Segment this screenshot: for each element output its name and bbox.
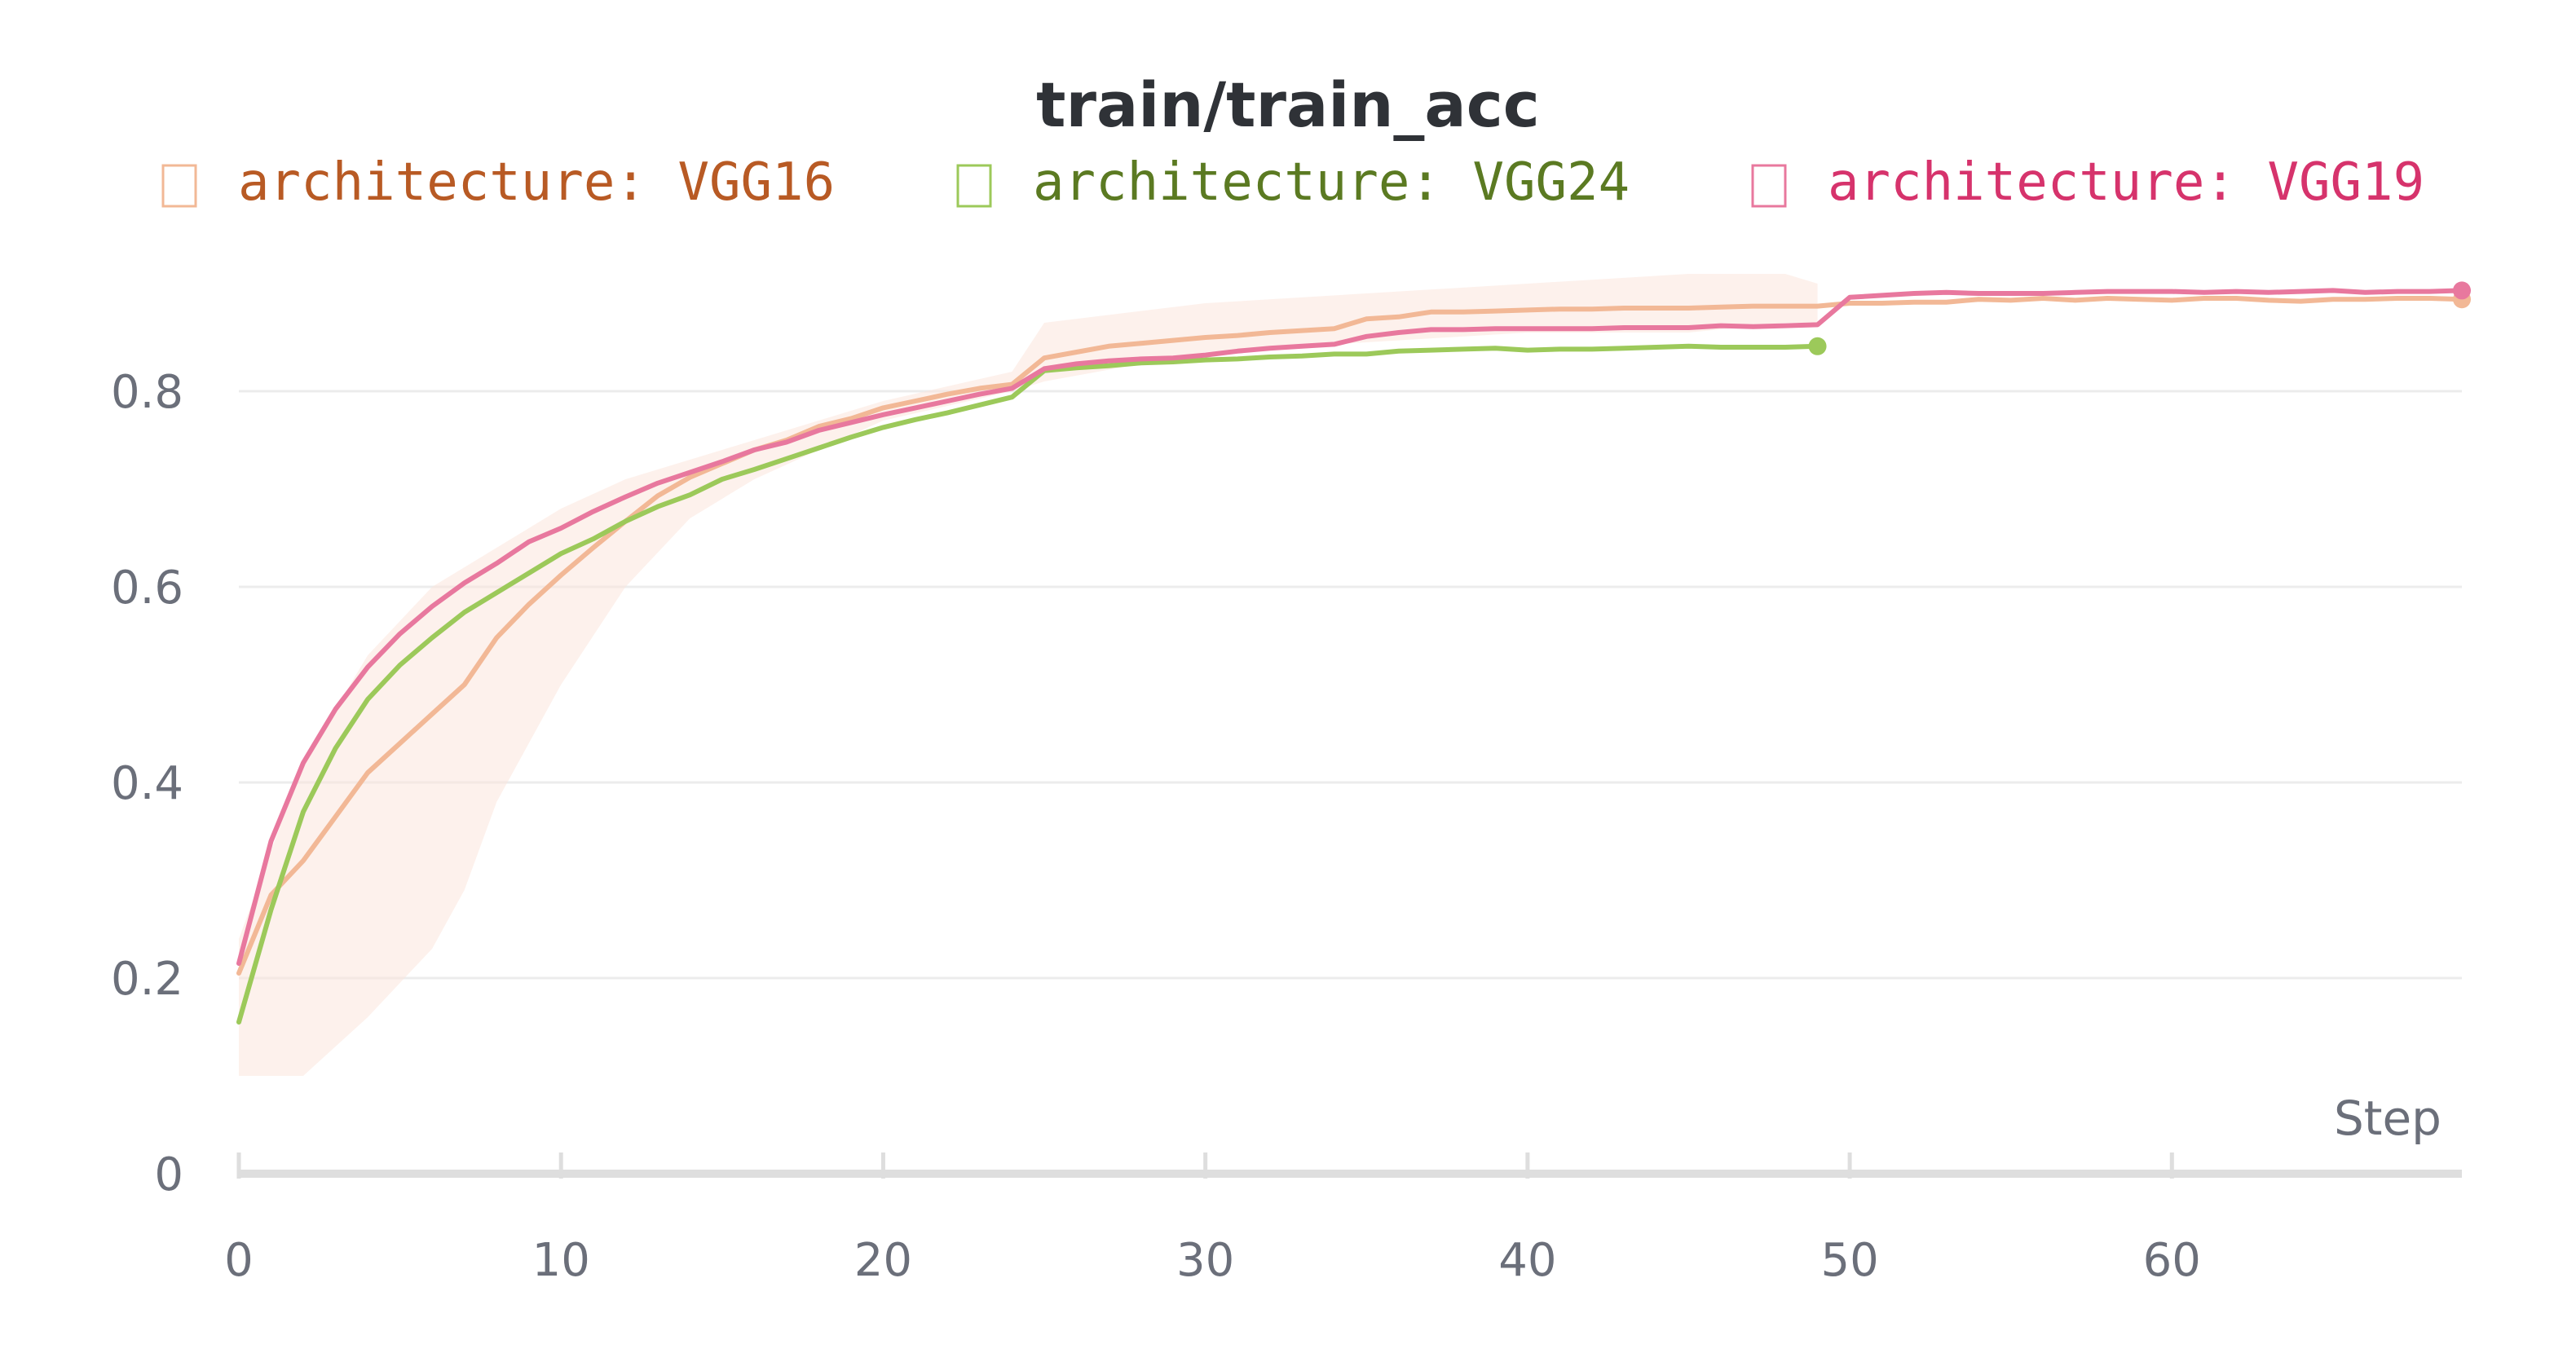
x-axis: 0 10 20 30 40 50 60 — [224, 1152, 2462, 1287]
legend-swatch-architecture-vgg19 — [1751, 164, 1787, 208]
legend-item-architecture-vgg19[interactable]: architecture: VGG19 — [1751, 152, 2424, 213]
y-axis: 0 0.2 0.4 0.6 0.8 — [111, 366, 183, 1201]
series-line-architecture-vgg24 — [236, 343, 1820, 1025]
legend-swatch-architecture-vgg24 — [956, 164, 992, 208]
y-tick-label-3: 0.6 — [111, 562, 183, 615]
series-end-point-architecture-vgg19 — [2453, 281, 2471, 300]
x-tick-label-1: 10 — [532, 1234, 590, 1287]
vgg16-band-area — [239, 274, 1818, 1076]
series-lines — [236, 281, 2471, 1025]
legend-label-architecture-vgg16: architecture: VGG16 — [238, 152, 835, 213]
y-tick-label-0: 0 — [154, 1148, 183, 1201]
legend-label-architecture-vgg24: architecture: VGG24 — [1033, 152, 1630, 213]
vgg16-range-band — [239, 274, 1818, 1076]
legend-swatch-architecture-vgg16 — [161, 164, 197, 208]
x-axis-label: Step — [2334, 1091, 2441, 1146]
y-tick-label-4: 0.8 — [111, 366, 183, 419]
series-end-point-architecture-vgg24 — [1808, 337, 1827, 355]
legend-item-architecture-vgg16[interactable]: architecture: VGG16 — [161, 152, 835, 213]
series-line-architecture-vgg16 — [236, 296, 2464, 976]
legend-label-architecture-vgg19: architecture: VGG19 — [1828, 152, 2424, 213]
x-tick-label-6: 60 — [2143, 1234, 2201, 1287]
x-tick-label-4: 40 — [1498, 1234, 1556, 1287]
series-line-architecture-vgg19 — [236, 288, 2464, 966]
x-tick-label-3: 30 — [1176, 1234, 1234, 1287]
chart-title: train/train_acc — [1036, 68, 1540, 141]
legend-item-architecture-vgg24[interactable]: architecture: VGG24 — [956, 152, 1630, 213]
legend: architecture: VGG16 architecture: VGG24 ar… — [161, 152, 2424, 213]
y-tick-label-1: 0.2 — [111, 953, 183, 1006]
x-tick-label-5: 50 — [1820, 1234, 1878, 1287]
x-tick-label-0: 0 — [224, 1234, 254, 1287]
y-tick-label-2: 0.4 — [111, 757, 183, 810]
gridlines — [239, 390, 2462, 980]
x-tick-label-2: 20 — [854, 1234, 912, 1287]
